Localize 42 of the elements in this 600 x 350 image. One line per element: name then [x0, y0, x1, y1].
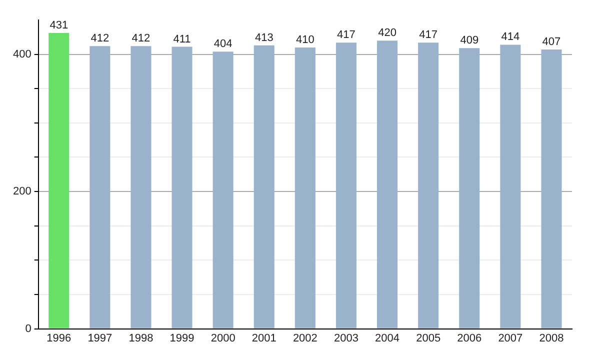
x-tick-label: 2000 — [210, 332, 236, 344]
x-tick-label: 2004 — [375, 332, 400, 344]
data-label: 414 — [501, 31, 520, 44]
data-label: 411 — [173, 33, 191, 46]
bar — [90, 46, 110, 328]
data-label: 409 — [460, 34, 479, 47]
data-label: 417 — [419, 29, 438, 42]
data-label: 412 — [90, 32, 110, 45]
data-label: 431 — [50, 20, 68, 32]
data-label: 417 — [337, 29, 356, 42]
x-tick-label: 2008 — [539, 332, 564, 344]
x-tick-label: 1999 — [170, 332, 194, 344]
bar — [541, 50, 562, 328]
x-tick-label: 1998 — [128, 332, 154, 344]
data-label: 404 — [214, 38, 232, 50]
bar — [500, 44, 521, 328]
bar — [459, 48, 480, 328]
bar — [254, 45, 274, 328]
x-tick-label: 2002 — [292, 332, 318, 344]
data-label: 410 — [296, 34, 314, 46]
x-tick-label: 2007 — [498, 332, 523, 344]
bar — [294, 47, 316, 328]
data-label: 412 — [132, 32, 150, 45]
data-label: 407 — [542, 36, 561, 48]
bar — [48, 33, 70, 328]
x-tick-label: 1997 — [88, 332, 112, 344]
y-tick-label: 0 — [25, 322, 32, 335]
bar — [130, 46, 152, 328]
data-label: 420 — [378, 27, 396, 40]
bar — [212, 52, 234, 328]
x-tick-label: 1996 — [46, 332, 72, 344]
x-tick-label: 2005 — [416, 332, 441, 344]
bar — [336, 42, 356, 328]
y-tick-label: 400 — [12, 48, 32, 60]
bar — [172, 46, 192, 328]
x-tick-label: 2003 — [334, 332, 358, 344]
data-label: 413 — [254, 32, 274, 44]
bar — [418, 42, 439, 328]
bar — [377, 40, 398, 328]
x-tick-label: 2001 — [252, 332, 276, 344]
y-tick-label: 200 — [12, 186, 32, 198]
x-tick-label: 2006 — [457, 332, 482, 344]
